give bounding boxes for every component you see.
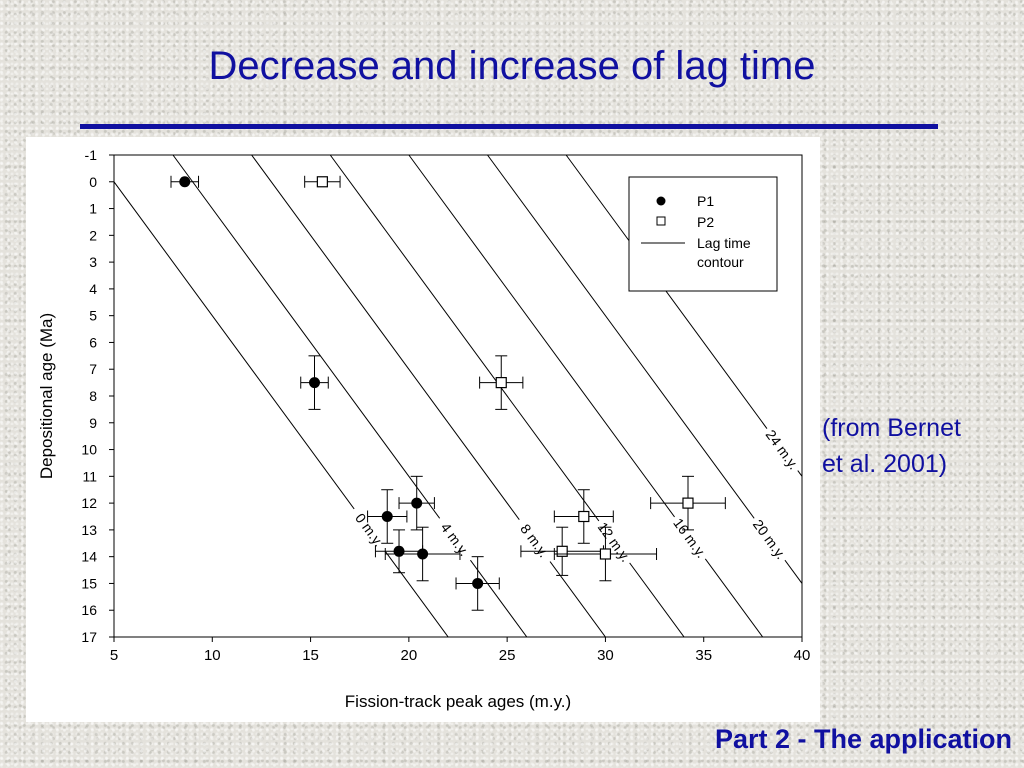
p2-marker bbox=[316, 176, 328, 188]
y-tick-label: 4 bbox=[89, 281, 97, 297]
p1-marker bbox=[472, 577, 484, 589]
y-tick-label: 12 bbox=[81, 495, 97, 511]
section-footer: Part 2 - The application bbox=[714, 724, 1012, 754]
x-tick-label: 40 bbox=[794, 647, 811, 664]
p2-point bbox=[304, 175, 341, 188]
p1-point bbox=[367, 489, 408, 544]
legend-p2-marker bbox=[656, 216, 666, 226]
contour-label-bg bbox=[346, 503, 393, 557]
p2-marker bbox=[578, 510, 590, 523]
lag-time-chart: 0 m.y. 4 m.y. 8 m.y. 12 m.y. 16 m.y. 20 m.y.2… bbox=[37, 147, 810, 711]
x-tick-label: 15 bbox=[302, 647, 319, 664]
p2-marker bbox=[495, 377, 507, 389]
y-tick-label: 15 bbox=[81, 575, 97, 591]
p2-point bbox=[479, 355, 524, 410]
contour-label: 24 m.y. bbox=[763, 427, 802, 473]
p1-point bbox=[384, 526, 461, 582]
p1-point bbox=[170, 175, 200, 188]
contour-label: 20 m.y. bbox=[750, 516, 789, 562]
p1-point bbox=[398, 475, 435, 531]
contour-line bbox=[565, 154, 803, 477]
contour-label-bg bbox=[512, 514, 558, 567]
x-tick-label: 35 bbox=[695, 647, 712, 664]
legend-contour-label-line2: contour bbox=[697, 254, 744, 270]
chart-panel: 0 m.y. 4 m.y. 8 m.y. 12 m.y. 16 m.y. 20 m.y. 2… bbox=[26, 137, 820, 722]
axis-ticks: 5 10 15 20 25 30 35 40-101234567891011121314151… bbox=[81, 147, 810, 664]
contour-label-bg bbox=[759, 423, 805, 476]
y-tick-label: 17 bbox=[81, 629, 97, 645]
p2-marker bbox=[599, 548, 612, 560]
data-points bbox=[170, 175, 726, 611]
y-tick-label: 5 bbox=[89, 308, 97, 324]
contour-line bbox=[172, 154, 528, 638]
p1-point bbox=[300, 355, 329, 410]
source-citation: (from Bernet et al. 2001) bbox=[822, 410, 961, 482]
y-tick-label: 9 bbox=[89, 415, 97, 431]
slide-title: Decrease and increase of lag time bbox=[208, 44, 816, 88]
title-underline bbox=[80, 124, 938, 129]
y-tick-label: 1 bbox=[89, 201, 97, 217]
y-tick-label: 10 bbox=[81, 442, 97, 458]
p1-marker bbox=[179, 176, 191, 188]
p2-marker bbox=[682, 497, 694, 509]
y-tick-label: 14 bbox=[81, 549, 97, 565]
p1-marker bbox=[417, 548, 429, 560]
y-tick-label: 2 bbox=[89, 227, 97, 243]
legend-p2-label: P2 bbox=[697, 214, 714, 230]
x-tick-label: 10 bbox=[204, 647, 221, 664]
x-axis-label: Fission-track peak ages (m.y.) bbox=[345, 692, 571, 711]
y-tick-label: -1 bbox=[85, 147, 98, 163]
source-citation-line2: et al. 2001) bbox=[822, 450, 948, 478]
y-tick-label: 7 bbox=[89, 361, 97, 377]
contour-label-bg bbox=[667, 511, 713, 565]
y-tick-label: 0 bbox=[89, 174, 97, 190]
p2-point bbox=[553, 526, 658, 582]
x-tick-label: 5 bbox=[110, 647, 118, 664]
contour-lines bbox=[113, 154, 803, 638]
contour-label-bg bbox=[746, 512, 793, 566]
x-tick-label: 25 bbox=[499, 647, 516, 664]
legend-p1-label: P1 bbox=[697, 193, 714, 209]
source-citation-line1: (from Bernet bbox=[822, 414, 961, 442]
y-tick-label: 13 bbox=[81, 522, 97, 538]
y-tick-label: 16 bbox=[81, 602, 97, 618]
p2-marker bbox=[556, 545, 568, 557]
legend-contour-label: Lag time bbox=[697, 235, 751, 251]
y-tick-label: 8 bbox=[89, 388, 97, 404]
p1-marker bbox=[411, 497, 423, 509]
y-tick-label: 6 bbox=[89, 334, 97, 350]
p1-marker bbox=[393, 545, 405, 557]
contour-label-bg bbox=[591, 515, 637, 569]
contour-labels: 0 m.y. 4 m.y. 8 m.y. 12 m.y. 16 m.y. 20 m.y.2… bbox=[346, 423, 805, 569]
chart-legend: P1 P2 Lag time contour bbox=[628, 176, 778, 292]
y-tick-label: 11 bbox=[82, 468, 97, 484]
contour-line bbox=[251, 154, 606, 638]
contour-line bbox=[113, 181, 449, 638]
p2-point bbox=[553, 489, 614, 544]
p2-point bbox=[650, 475, 726, 531]
contour-label-bg bbox=[432, 512, 478, 566]
x-tick-label: 30 bbox=[597, 647, 614, 664]
x-tick-label: 20 bbox=[401, 647, 418, 664]
legend-p1-marker bbox=[656, 196, 666, 206]
p1-marker bbox=[381, 511, 393, 522]
contour-line bbox=[487, 154, 803, 584]
legend-box bbox=[628, 176, 778, 292]
contour-label: 16 m.y. bbox=[670, 515, 709, 561]
y-tick-label: 3 bbox=[89, 254, 97, 270]
p1-point bbox=[455, 556, 500, 611]
y-axis-label: Depositional age (Ma) bbox=[37, 313, 56, 479]
p1-marker bbox=[309, 377, 321, 389]
